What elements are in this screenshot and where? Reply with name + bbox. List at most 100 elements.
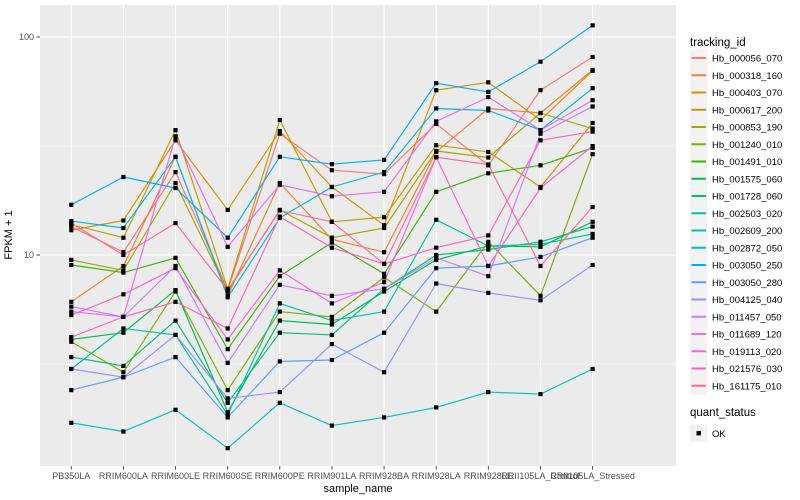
data-point [538, 185, 543, 191]
legend-item-label: Hb_011457_050 [712, 312, 782, 323]
data-point [69, 337, 74, 342]
data-point [382, 261, 387, 266]
data-point [538, 239, 543, 244]
data-point [590, 204, 595, 210]
data-point [69, 202, 74, 207]
data-point [538, 392, 543, 397]
legend-item-label: Hb_000403_070 [712, 88, 782, 99]
legend-item: Hb_002609_200 [690, 221, 782, 240]
y-tick-label: 10 [24, 250, 34, 260]
data-point [69, 228, 74, 233]
data-point [382, 415, 387, 420]
data-point [69, 221, 74, 226]
data-point [538, 244, 543, 249]
data-point [486, 89, 491, 94]
data-point [486, 239, 491, 244]
data-point [329, 314, 334, 319]
data-point [121, 174, 126, 180]
x-tick-label: RRIM928LA [412, 471, 461, 481]
legend-item: Hb_001575_060 [690, 170, 782, 188]
data-point [69, 257, 74, 262]
data-point [590, 129, 595, 134]
data-point [329, 423, 334, 428]
legend-item: Hb_161175_010 [690, 377, 782, 395]
data-point [434, 217, 439, 222]
data-point [382, 170, 387, 175]
legend-item: Hb_001491_010 [690, 152, 782, 171]
data-point [590, 68, 595, 73]
data-point [69, 355, 74, 360]
data-point [277, 129, 282, 134]
legend-item-label: Hb_000853_190 [712, 123, 782, 134]
data-point [382, 280, 387, 285]
data-point [434, 189, 439, 194]
data-point [121, 270, 126, 275]
data-point [434, 266, 439, 271]
data-point [225, 207, 230, 212]
data-point [277, 330, 282, 335]
data-point [121, 292, 126, 297]
data-point [277, 154, 282, 159]
legend-item: Hb_003050_250 [690, 256, 782, 274]
data-point [173, 138, 178, 143]
data-point [173, 288, 178, 293]
data-point [69, 224, 74, 229]
data-point [538, 254, 543, 259]
data-point [225, 326, 230, 331]
legend-item-label: Hb_011689_120 [712, 330, 782, 341]
data-point [590, 120, 595, 126]
data-point [382, 250, 387, 255]
color-legend: Hb_000056_070 Hb_000318_160 Hb_000403_070 H… [690, 49, 782, 395]
data-point [434, 148, 439, 154]
data-point [277, 318, 282, 323]
data-point [277, 282, 282, 287]
ok-square-marker-icon [696, 431, 701, 436]
data-point [277, 400, 282, 405]
data-point [538, 131, 543, 136]
x-tick-label: RRIM600LA [99, 471, 148, 481]
data-point [329, 293, 334, 298]
data-point [590, 224, 595, 229]
shape-legend-item: OK [690, 424, 726, 442]
data-point [486, 149, 491, 154]
legend-item: Hb_000056_070 [690, 49, 782, 67]
data-point [538, 298, 543, 303]
x-axis-title: sample_name [323, 483, 392, 495]
legend-item: Hb_001728_060 [690, 187, 782, 205]
data-point [277, 359, 282, 364]
data-point [121, 429, 126, 434]
x-tick-label: RRIM901LA [307, 471, 356, 481]
data-point [121, 330, 126, 335]
data-point [277, 214, 282, 219]
legend-item: Hb_002503_020 [690, 204, 782, 222]
data-point [277, 268, 282, 273]
data-point [486, 263, 491, 269]
data-point [329, 240, 334, 245]
data-point [329, 162, 334, 167]
data-point [590, 23, 595, 28]
data-point [225, 388, 230, 393]
data-point [121, 218, 126, 223]
data-point [225, 295, 230, 300]
x-tick-label: RRIM600PE [255, 471, 305, 481]
x-tick-label: RRII105LA_Control [501, 471, 579, 481]
data-point [382, 271, 387, 276]
data-point [277, 390, 282, 395]
data-point [69, 335, 74, 340]
data-point [434, 405, 439, 410]
data-point [173, 170, 178, 175]
data-point [225, 400, 230, 405]
legend-item-label: Hb_001240_010 [712, 140, 782, 151]
data-point [538, 163, 543, 168]
data-point [382, 225, 387, 231]
legend-item-label: Hb_000056_070 [712, 54, 782, 65]
data-point [173, 355, 178, 360]
legend-item-label: Hb_161175_010 [712, 381, 782, 392]
data-point [486, 243, 491, 249]
data-point [538, 88, 543, 93]
data-point [590, 231, 595, 236]
data-point [382, 157, 387, 162]
data-point [590, 262, 595, 268]
data-point [277, 131, 282, 136]
legend-item: Hb_011457_050 [690, 308, 782, 326]
